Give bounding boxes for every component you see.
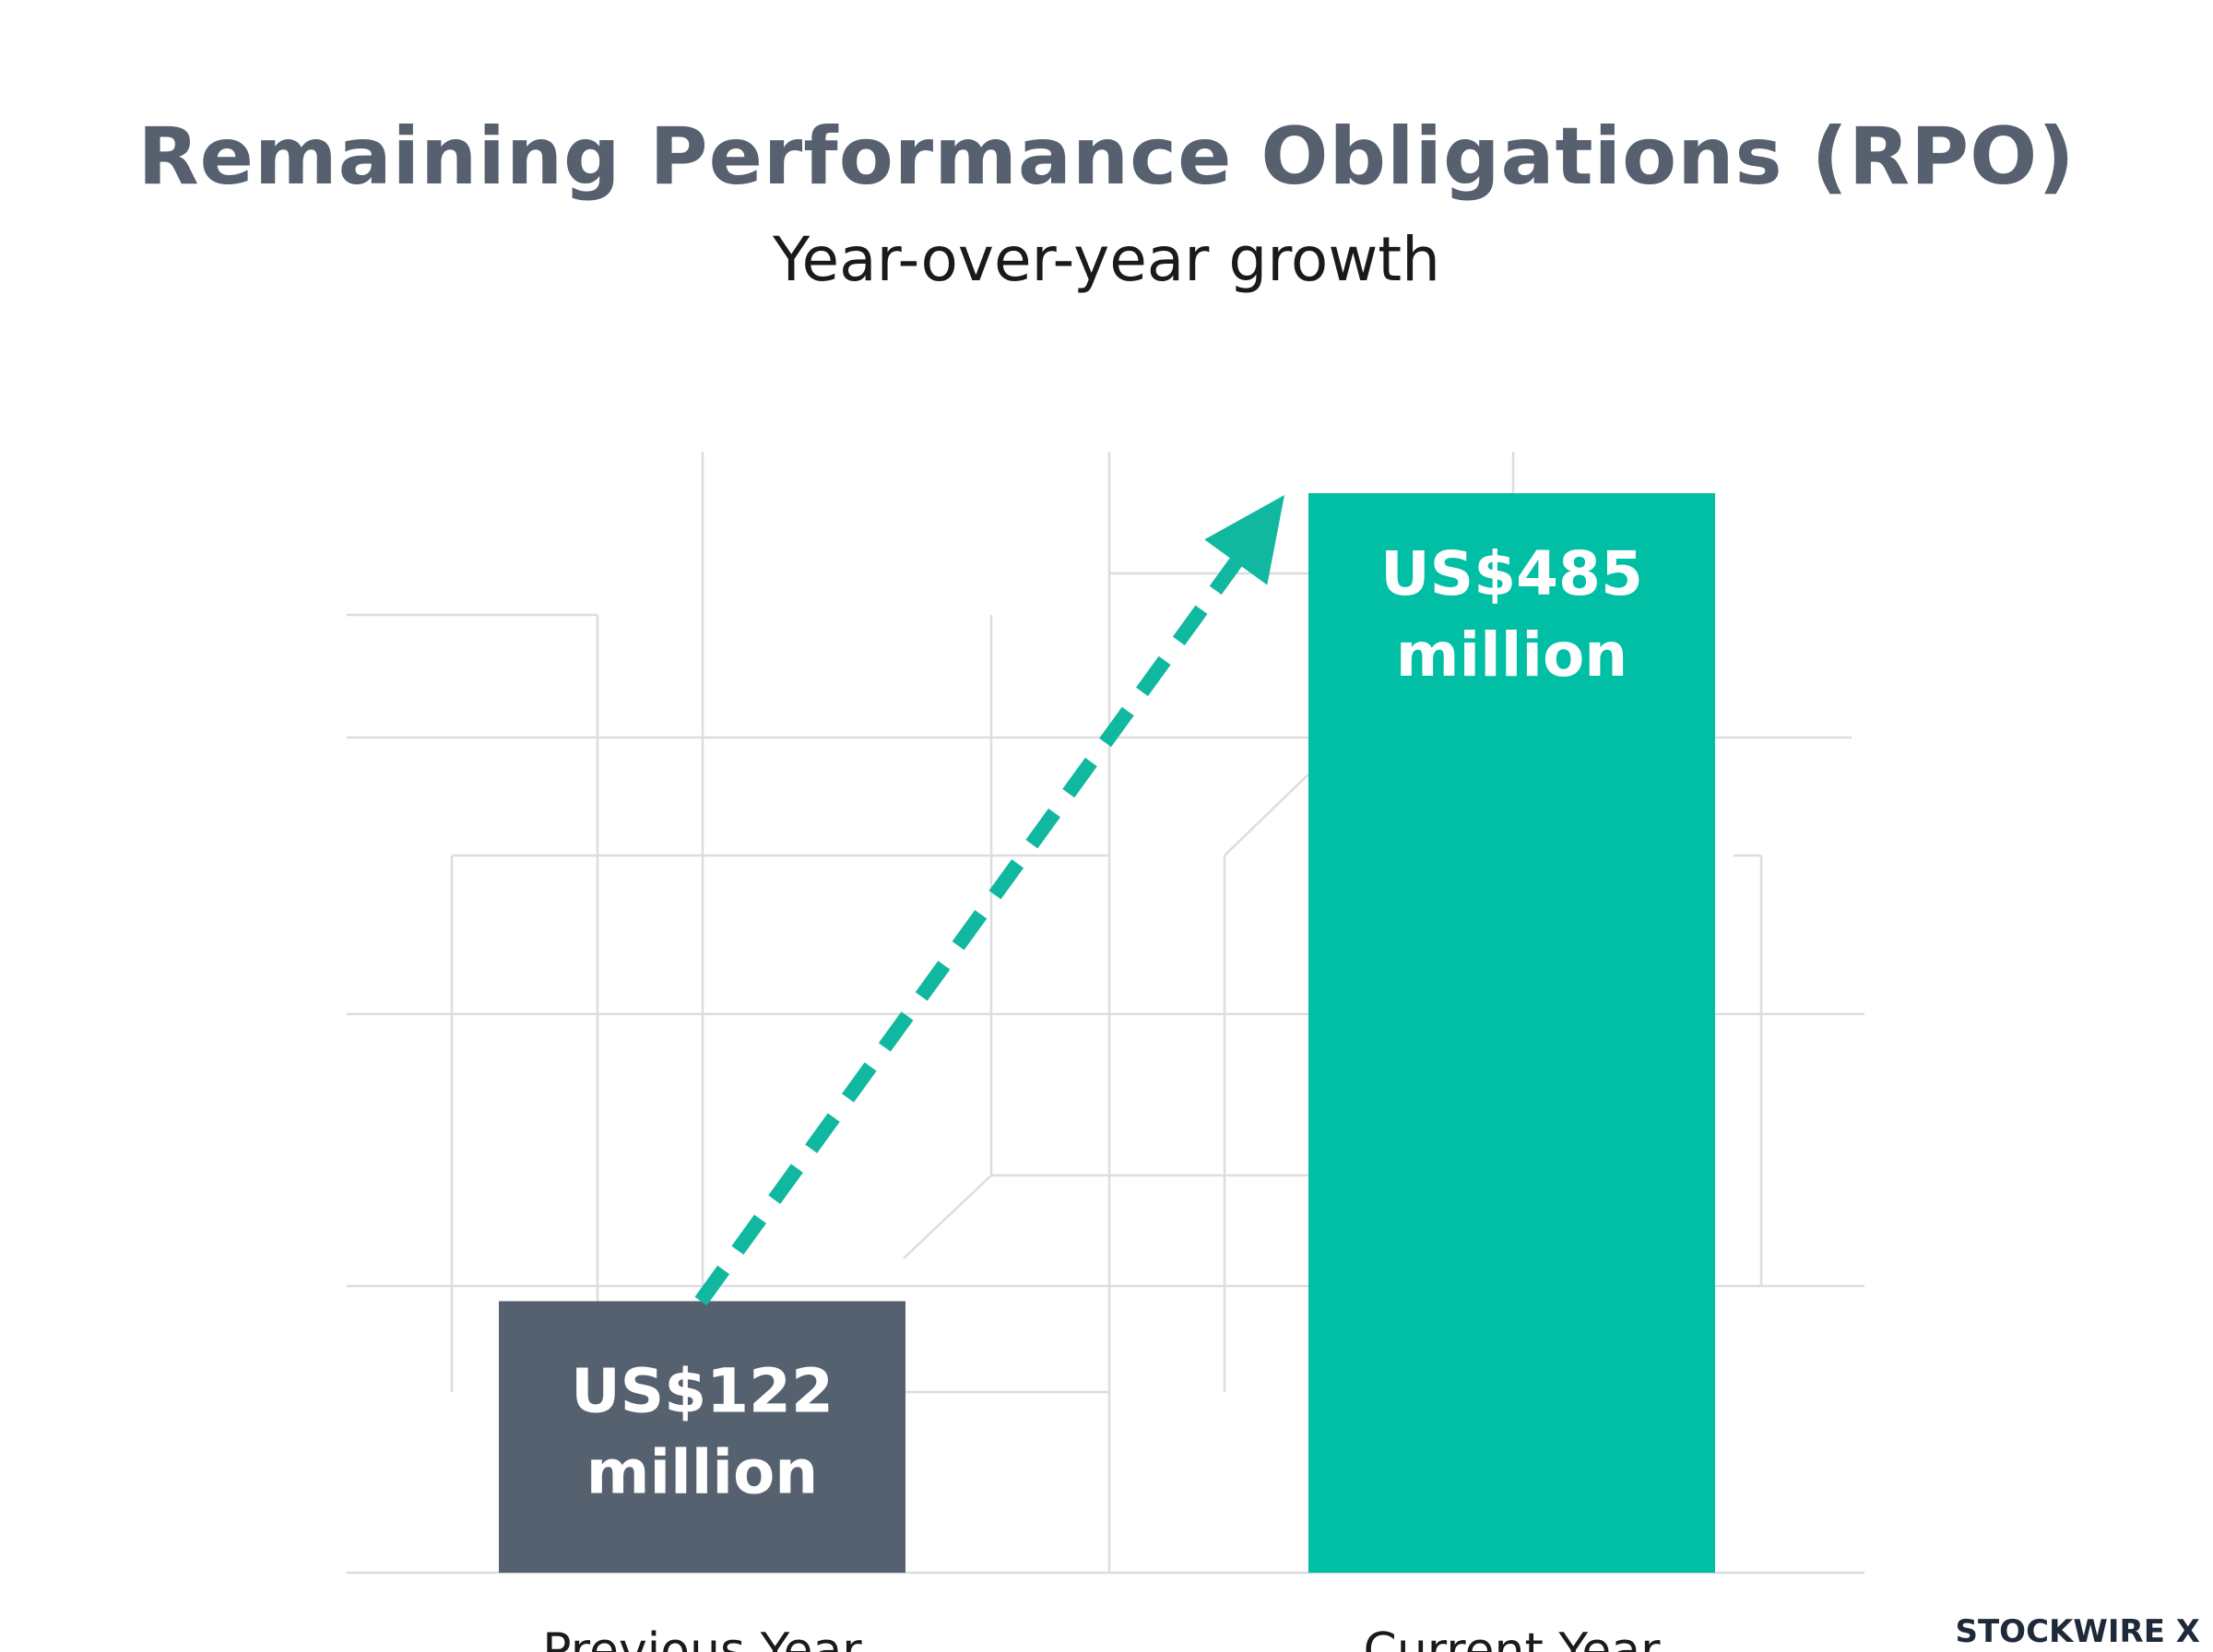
grid-line <box>903 1174 992 1259</box>
bar <box>1308 493 1715 1573</box>
grid-line <box>1224 773 1309 856</box>
bars <box>499 493 1715 1573</box>
growth-arrow <box>694 495 1284 1306</box>
bar-value-label: US$122 <box>571 1355 834 1426</box>
category-label: Previous Year <box>542 1623 862 1652</box>
bar-value-label: US$485 <box>1380 538 1643 609</box>
bar-value-label: million <box>1396 620 1628 690</box>
bar-value-labels: US$122 million US$485 million <box>571 538 1643 1507</box>
chart-subtitle: Year-over-year growth <box>772 224 1441 295</box>
bar <box>499 1301 905 1573</box>
category-labels: Previous Year Current Year <box>542 1623 1661 1652</box>
category-label: Current Year <box>1364 1623 1662 1652</box>
arrow-head <box>1204 495 1284 585</box>
brand-logo: STOCKWIRE X <box>1955 1613 2201 1650</box>
arrow-shaft <box>694 554 1245 1306</box>
bar-value-label: million <box>586 1436 819 1507</box>
chart-title: Remaining Performance Obligations (RPO) <box>137 111 2076 203</box>
